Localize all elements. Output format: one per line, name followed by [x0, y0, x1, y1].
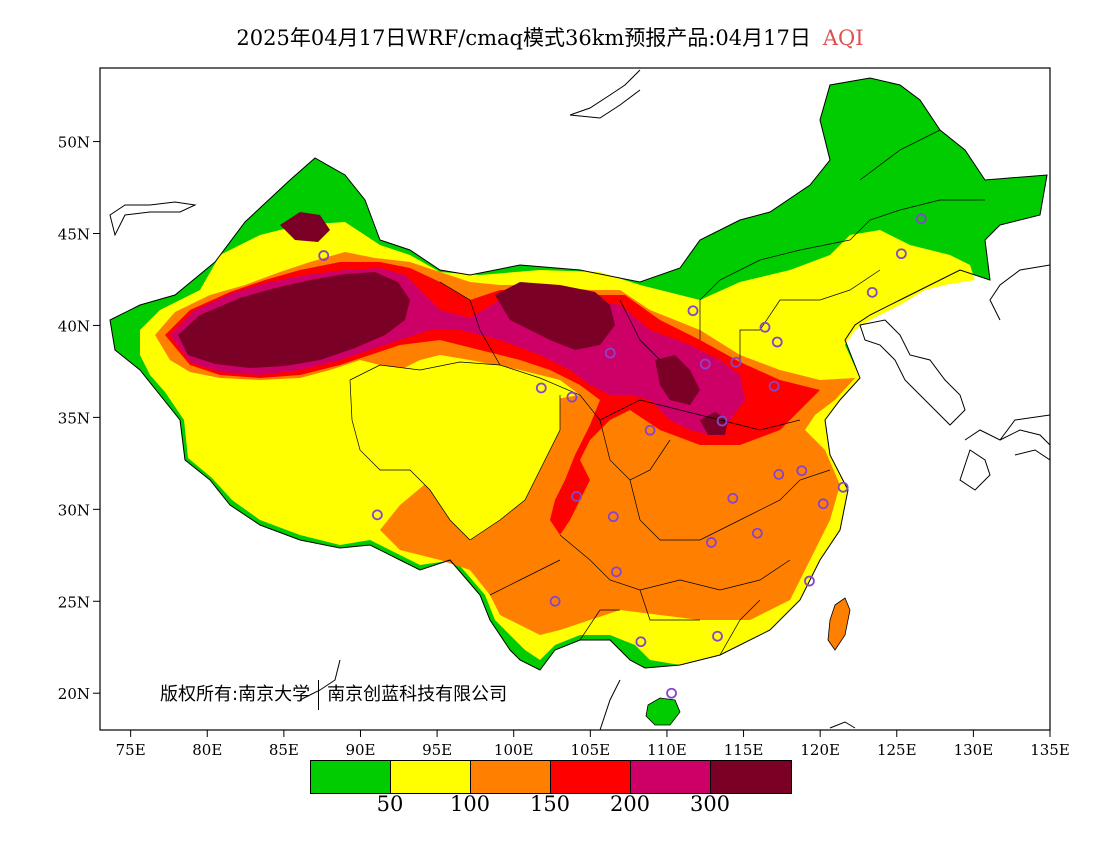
station-marker — [773, 468, 785, 480]
station-marker — [699, 358, 711, 370]
copyright-prefix: 版权所有: — [160, 684, 239, 705]
station-marker — [610, 566, 622, 578]
color-legend — [310, 760, 792, 794]
station-marker — [666, 687, 677, 699]
station-marker — [549, 595, 561, 607]
taiwan — [827, 597, 851, 651]
station-marker — [768, 380, 780, 392]
y-tick-label: 30N — [58, 501, 90, 519]
y-tick-label: 20N — [58, 685, 90, 703]
region-hazardous-shanxi — [655, 355, 700, 405]
station-marker — [771, 336, 783, 348]
axis-ticks: 75E 80E 85E 90E 95E 100E 105E 110E 115E 120E 125E 1… — [58, 134, 1070, 759]
country-border — [109, 77, 1048, 671]
legend-swatch — [711, 761, 791, 793]
x-tick-label: 125E — [877, 741, 917, 759]
station-marker — [866, 286, 878, 298]
station-marker — [371, 509, 383, 521]
x-tick-label: 135E — [1030, 741, 1070, 759]
map-content — [109, 69, 1050, 730]
map-title: 2025年04月17日WRF/cmaq模式36km预报产品:04月17日 AQI — [0, 22, 1100, 52]
legend-swatch — [311, 761, 391, 793]
station-marker — [727, 492, 739, 504]
legend-swatch — [391, 761, 471, 793]
x-tick-label: 120E — [800, 741, 840, 759]
legend-label: 50 — [376, 792, 404, 816]
station-marker — [705, 537, 717, 548]
station-marker — [759, 321, 771, 333]
legend-label: 100 — [449, 792, 491, 816]
y-tick-label: 50N — [58, 134, 90, 152]
x-tick-label: 110E — [647, 741, 687, 759]
station-marker — [318, 250, 330, 261]
y-tick-label: 35N — [58, 409, 90, 427]
station-markers — [318, 213, 927, 699]
x-tick-label: 100E — [494, 741, 534, 759]
station-marker — [644, 424, 656, 436]
station-marker — [535, 382, 547, 394]
title-text: 2025年04月17日WRF/cmaq模式36km预报产品:04月17日 — [236, 26, 811, 50]
x-tick-label: 105E — [571, 741, 611, 759]
region-moderate-plateau — [350, 362, 560, 540]
x-tick-label: 130E — [954, 741, 994, 759]
station-marker — [730, 356, 742, 368]
coastlines — [109, 69, 1050, 730]
x-tick-label: 90E — [345, 741, 375, 759]
station-marker — [566, 391, 578, 403]
region-hazardous-henan — [700, 412, 728, 435]
x-tick-label: 75E — [116, 741, 146, 759]
copyright-note: 版权所有:南京大学 南京创蓝科技有限公司 — [160, 680, 507, 710]
province-borders — [349, 129, 985, 656]
station-marker — [687, 305, 699, 317]
station-marker — [837, 481, 849, 493]
station-marker — [751, 527, 763, 539]
hainan — [645, 697, 681, 726]
legend-label: 300 — [689, 792, 731, 816]
x-tick-label: 95E — [422, 741, 452, 759]
region-hazardous-alxa — [495, 282, 615, 350]
region-hazardous-junggar — [280, 212, 330, 242]
station-marker — [607, 511, 619, 523]
copyright-separator — [318, 680, 320, 710]
legend-swatch — [631, 761, 711, 793]
copyright-org2: 南京创蓝科技有限公司 — [327, 684, 508, 705]
station-marker — [796, 465, 808, 477]
variable-label: AQI — [822, 26, 864, 50]
station-marker — [571, 491, 582, 502]
map-frame — [99, 67, 1051, 731]
station-marker — [712, 630, 723, 642]
legend-swatch — [551, 761, 631, 793]
copyright-org1: 南京大学 — [238, 684, 311, 705]
station-marker — [895, 248, 907, 260]
region-hazardous-tarim — [178, 272, 410, 368]
x-tick-label: 115E — [724, 741, 764, 759]
station-marker — [604, 347, 616, 359]
station-marker — [915, 213, 927, 225]
legend-swatch — [471, 761, 551, 793]
y-tick-label: 25N — [58, 593, 90, 611]
station-marker — [716, 415, 728, 427]
legend-label: 150 — [529, 792, 571, 816]
station-marker — [635, 636, 647, 648]
x-tick-label: 80E — [192, 741, 222, 759]
y-tick-label: 40N — [58, 317, 90, 335]
station-marker — [804, 575, 815, 587]
y-tick-label: 45N — [58, 226, 90, 244]
x-tick-label: 85E — [269, 741, 299, 759]
station-marker — [817, 498, 829, 510]
legend-label: 200 — [609, 792, 651, 816]
